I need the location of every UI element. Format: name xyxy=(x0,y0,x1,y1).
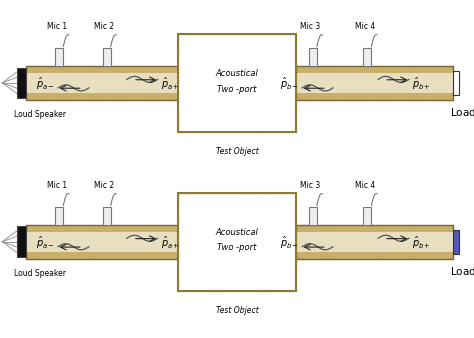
Bar xyxy=(453,230,459,254)
Bar xyxy=(55,207,64,225)
Text: Mic 2: Mic 2 xyxy=(94,22,114,31)
Bar xyxy=(102,207,110,225)
Bar xyxy=(309,207,317,225)
Text: $\hat{p}_{b-}$: $\hat{p}_{b-}$ xyxy=(280,235,299,251)
Bar xyxy=(55,48,64,66)
Bar xyxy=(17,226,26,257)
Bar xyxy=(453,71,459,95)
Bar xyxy=(296,66,453,100)
Text: Load  $Z_{a}$: Load $Z_{a}$ xyxy=(450,106,474,120)
Text: $\hat{p}_{a-}$: $\hat{p}_{a-}$ xyxy=(36,76,55,92)
Bar xyxy=(17,68,26,98)
Text: Mic 3: Mic 3 xyxy=(301,180,320,190)
Bar xyxy=(363,207,372,225)
Text: Acoustical: Acoustical xyxy=(216,227,258,237)
Text: Mic 1: Mic 1 xyxy=(47,180,67,190)
Text: Mic 4: Mic 4 xyxy=(355,180,375,190)
Text: Loud Speaker: Loud Speaker xyxy=(14,110,66,119)
Bar xyxy=(296,73,453,93)
Text: $\hat{p}_{a+}$: $\hat{p}_{a+}$ xyxy=(161,235,179,251)
Text: Two -port: Two -port xyxy=(217,243,257,252)
Text: Loud Speaker: Loud Speaker xyxy=(14,269,66,278)
Text: $\hat{p}_{b+}$: $\hat{p}_{b+}$ xyxy=(412,235,431,251)
Bar xyxy=(26,225,178,259)
Text: Test Object: Test Object xyxy=(216,306,258,315)
Bar xyxy=(363,48,372,66)
Bar xyxy=(178,34,296,132)
Bar xyxy=(26,66,178,100)
Text: $\hat{p}_{a-}$: $\hat{p}_{a-}$ xyxy=(36,235,55,251)
Bar xyxy=(102,48,110,66)
Text: Test Object: Test Object xyxy=(216,147,258,156)
Text: Two -port: Two -port xyxy=(217,84,257,94)
Text: $\hat{p}_{a+}$: $\hat{p}_{a+}$ xyxy=(161,76,179,92)
Text: $\hat{p}_{b-}$: $\hat{p}_{b-}$ xyxy=(280,76,299,92)
Text: Mic 1: Mic 1 xyxy=(47,22,67,31)
Bar xyxy=(26,73,178,93)
Bar xyxy=(296,232,453,252)
Text: Mic 4: Mic 4 xyxy=(355,22,375,31)
Text: Acoustical: Acoustical xyxy=(216,69,258,78)
Text: Mic 2: Mic 2 xyxy=(94,180,114,190)
Bar xyxy=(296,225,453,259)
Text: $\hat{p}_{b+}$: $\hat{p}_{b+}$ xyxy=(412,76,431,92)
Bar xyxy=(309,48,317,66)
Text: Load  $Z_{b}$: Load $Z_{b}$ xyxy=(450,265,474,279)
Bar xyxy=(178,193,296,291)
Bar xyxy=(26,232,178,252)
Text: Mic 3: Mic 3 xyxy=(301,22,320,31)
